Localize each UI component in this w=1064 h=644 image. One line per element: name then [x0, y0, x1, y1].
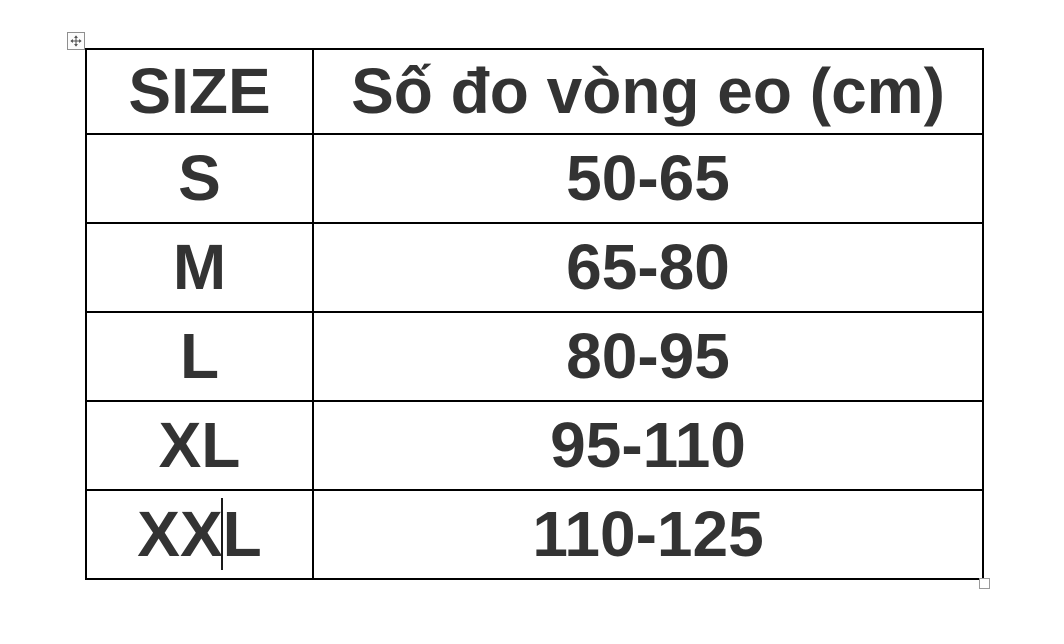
size-cell[interactable]: XXL [85, 489, 314, 580]
table-row: M 65-80 [85, 222, 984, 313]
size-cell[interactable]: L [85, 311, 314, 402]
header-cell-waist[interactable]: Số đo vòng eo (cm) [312, 48, 984, 135]
table-header-row: SIZE Số đo vòng eo (cm) [85, 48, 984, 135]
size-cell[interactable]: M [85, 222, 314, 313]
table-row: XL 95-110 [85, 400, 984, 491]
waist-cell[interactable]: 65-80 [312, 222, 984, 313]
size-cell[interactable]: S [85, 133, 314, 224]
size-cell[interactable]: XL [85, 400, 314, 491]
text-cursor [221, 498, 223, 570]
table-move-handle[interactable] [67, 32, 85, 50]
header-cell-size[interactable]: SIZE [85, 48, 314, 135]
table-row: S 50-65 [85, 133, 984, 224]
table-resize-handle[interactable] [979, 578, 990, 589]
waist-cell[interactable]: 80-95 [312, 311, 984, 402]
move-icon [70, 35, 82, 47]
table-row: XXL 110-125 [85, 489, 984, 580]
table-row: L 80-95 [85, 311, 984, 402]
waist-cell[interactable]: 95-110 [312, 400, 984, 491]
waist-cell[interactable]: 50-65 [312, 133, 984, 224]
waist-cell[interactable]: 110-125 [312, 489, 984, 580]
size-chart-table: SIZE Số đo vòng eo (cm) S 50-65 M 65-80 … [85, 48, 984, 580]
